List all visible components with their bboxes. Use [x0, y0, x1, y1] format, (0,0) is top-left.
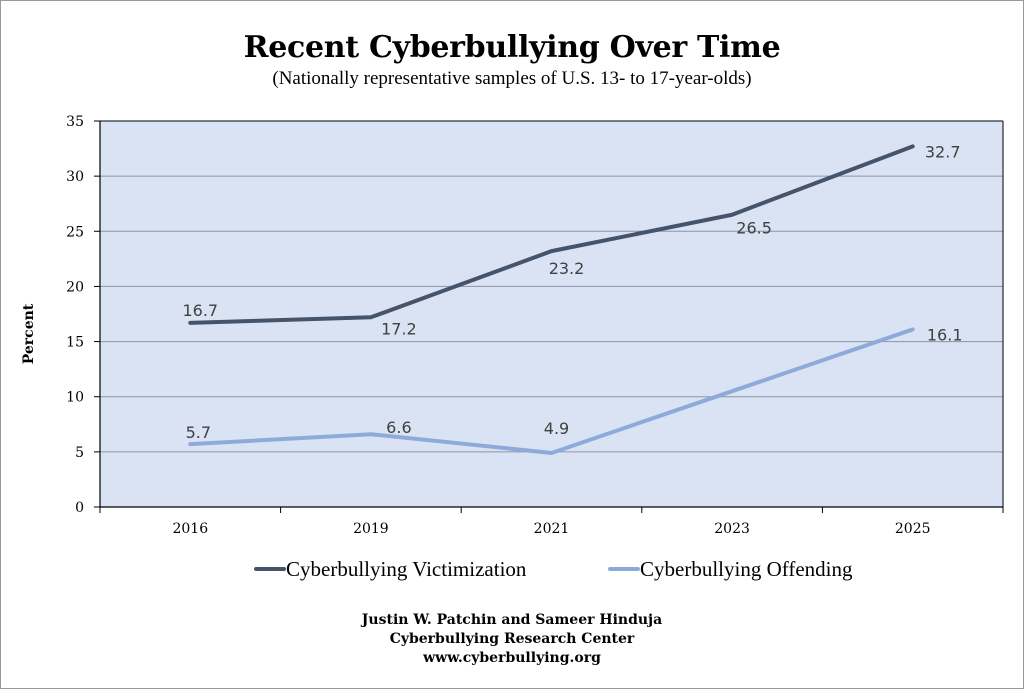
credits-organization: Cyberbullying Research Center — [389, 631, 635, 647]
data-label: 5.7 — [186, 423, 211, 442]
data-label: 4.9 — [544, 419, 569, 438]
legend: Cyberbullying Victimization Cyberbullying… — [254, 557, 853, 581]
legend-label: Cyberbullying Victimization — [286, 557, 527, 581]
series-line — [188, 144, 915, 325]
credits: Justin W. Patchin and Sameer Hinduja Cyb… — [0, 611, 1024, 668]
data-label: 16.1 — [927, 325, 963, 344]
series-line — [188, 327, 915, 455]
y-tick-label: 25 — [66, 224, 84, 240]
data-label: 26.5 — [736, 219, 772, 238]
data-label: 6.6 — [386, 418, 411, 437]
axes — [94, 120, 1004, 513]
x-tick-label: 2019 — [353, 521, 389, 537]
credits-authors: Justin W. Patchin and Sameer Hinduja — [361, 612, 663, 628]
x-tick-label: 2025 — [895, 521, 931, 537]
plot-area — [100, 121, 1003, 507]
credits-website[interactable]: www.cyberbullying.org — [423, 650, 601, 666]
x-tick-label: 2016 — [172, 521, 208, 537]
chart-subtitle: (Nationally representative samples of U.… — [272, 68, 752, 89]
y-tick-label: 30 — [66, 169, 84, 185]
x-tick-label: 2023 — [714, 521, 750, 537]
gridlines — [100, 120, 1003, 453]
y-tick-label: 0 — [75, 500, 84, 516]
y-tick-label: 10 — [66, 390, 84, 406]
x-axis-ticks: 2016 2019 2021 2023 2025 — [172, 521, 930, 537]
series-lines — [188, 144, 915, 455]
data-label: 23.2 — [549, 259, 585, 278]
data-labels: 16.7 17.2 23.2 26.5 32.7 5.7 6.6 4.9 16.1 — [182, 142, 962, 442]
y-axis-label: Percent — [21, 303, 37, 364]
y-tick-label: 5 — [75, 445, 84, 461]
data-label: 32.7 — [925, 142, 961, 161]
y-tick-label: 15 — [66, 335, 84, 351]
data-label: 17.2 — [381, 319, 417, 338]
y-tick-label: 20 — [66, 279, 84, 295]
y-axis-ticks: 0 5 10 15 20 25 30 35 — [66, 114, 84, 516]
y-tick-label: 35 — [66, 114, 84, 130]
x-tick-label: 2021 — [534, 521, 570, 537]
legend-label: Cyberbullying Offending — [640, 557, 853, 581]
chart-title: Recent Cyberbullying Over Time — [243, 30, 781, 65]
data-label: 16.7 — [182, 301, 218, 320]
